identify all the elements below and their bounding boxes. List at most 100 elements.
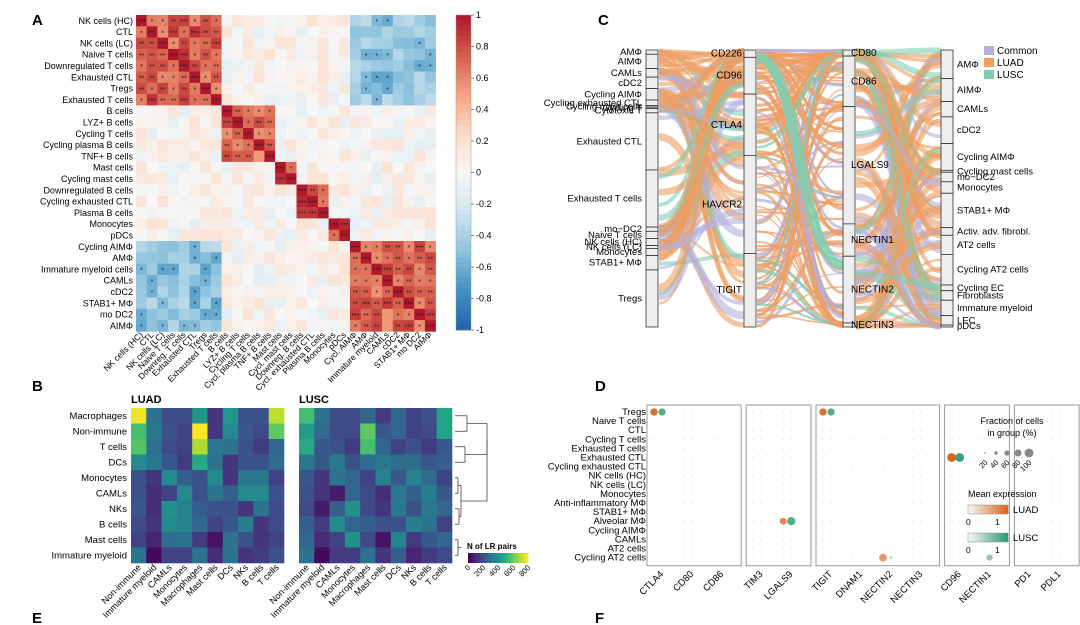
dot-luad <box>782 529 784 532</box>
heatmap-cell <box>307 105 319 117</box>
colorbar-segment <box>468 553 470 563</box>
heatmap-cell <box>146 501 162 517</box>
dot-luad <box>1050 511 1053 513</box>
axis-stratum <box>743 253 757 328</box>
heatmap-cell <box>210 252 222 264</box>
dot-lusc <box>1058 474 1061 477</box>
heatmap-cell <box>238 408 254 424</box>
significance-mark: *** <box>426 324 434 331</box>
dot-lusc <box>721 556 723 559</box>
heatmap-cell <box>403 71 415 84</box>
heatmap-cell <box>350 207 361 219</box>
color-legend-segment <box>970 505 973 514</box>
dot-lusc <box>920 474 922 477</box>
dot-luad <box>713 465 715 468</box>
significance-mark: ** <box>139 76 145 83</box>
significance-mark: * <box>215 19 218 26</box>
axis-stratum <box>940 227 954 236</box>
heatmap-cell <box>307 37 319 50</box>
dot-lusc <box>860 465 862 468</box>
dot-luad <box>782 420 784 422</box>
colorbar-tick-label: 0 <box>463 563 472 572</box>
heatmap-cell <box>189 207 201 219</box>
heatmap-cell <box>296 71 308 84</box>
dot-lusc <box>691 429 693 432</box>
dot-lusc <box>661 429 663 432</box>
dot-lusc <box>691 465 693 468</box>
stratum-label: CD226 <box>711 49 743 60</box>
dot-lusc <box>790 447 792 450</box>
heatmap-cell <box>296 207 308 219</box>
row-label: Anti-inflammatory MΦ <box>554 498 646 509</box>
axis-stratum <box>940 143 954 171</box>
significance-mark: *** <box>234 121 242 128</box>
heatmap-cell <box>168 274 180 287</box>
dot-luad <box>950 447 953 450</box>
dot-luad <box>782 429 784 432</box>
dot-lusc <box>830 420 832 422</box>
heatmap-cell <box>414 116 426 129</box>
significance-mark: ** <box>246 155 252 162</box>
dot-luad <box>683 474 685 477</box>
dot-lusc <box>958 465 961 468</box>
colorbar-segment <box>484 553 487 563</box>
dot-luad <box>852 556 854 559</box>
heatmap-cell <box>350 297 361 310</box>
heatmap-cell <box>157 320 169 332</box>
heatmap-cell <box>350 320 361 332</box>
heatmap-cell <box>253 320 265 332</box>
dot-lusc <box>1058 502 1061 504</box>
dot-luad <box>882 529 884 532</box>
heatmap-cell <box>307 308 319 321</box>
heatmap-cell <box>344 547 361 564</box>
heatmap-cell <box>253 26 265 38</box>
dot-lusc <box>760 484 762 486</box>
heatmap-cell <box>424 218 436 230</box>
significance-mark: *** <box>223 121 231 128</box>
colorbar-tick-label: 600 <box>502 563 517 578</box>
significance-mark: * <box>204 279 207 286</box>
heatmap-cell <box>424 105 436 117</box>
heatmap-cell <box>414 308 426 321</box>
dot-luad <box>713 520 715 522</box>
significance-mark: ** <box>363 313 369 320</box>
heatmap-cell <box>371 139 383 151</box>
heatmap-cell <box>414 15 426 27</box>
dot-luad <box>980 411 983 413</box>
dot-lusc <box>661 556 663 559</box>
significance-mark: * <box>204 268 207 275</box>
dot-luad <box>882 438 884 441</box>
heatmap-cell <box>178 274 190 287</box>
size-legend-dot <box>1024 448 1034 458</box>
dot-lusc <box>790 411 792 413</box>
heatmap-cell <box>189 297 201 310</box>
dot-luad <box>950 529 953 532</box>
heatmap-cell <box>253 161 265 174</box>
significance-mark: ** <box>181 42 187 49</box>
dot-lusc <box>830 456 832 459</box>
heatmap-cell <box>232 116 244 129</box>
axis-stratum <box>645 230 659 239</box>
dot-lusc <box>760 502 762 504</box>
heatmap-cell <box>200 252 212 264</box>
dot-luad <box>882 547 884 550</box>
heatmap-cell <box>264 274 276 287</box>
dot-luad <box>1020 556 1023 559</box>
heatmap-cell <box>424 195 436 208</box>
dot-luad <box>782 411 784 413</box>
color-legend-segment <box>984 533 987 542</box>
dot-luad <box>713 547 715 550</box>
row-label: Cycling T cells <box>585 434 646 445</box>
heatmap-cell <box>168 48 180 61</box>
heatmap-cell <box>189 286 201 298</box>
heatmap-cell <box>403 139 415 151</box>
heatmap-cell <box>375 532 392 548</box>
dot-lusc <box>661 502 663 504</box>
row-label: CAMLs <box>103 276 133 286</box>
significance-mark: * <box>172 87 175 94</box>
color-legend-segment <box>988 505 991 514</box>
heatmap-cell <box>210 218 222 230</box>
heatmap-cell <box>200 71 212 84</box>
dot-luad <box>950 502 953 504</box>
dot-luad <box>980 429 983 432</box>
